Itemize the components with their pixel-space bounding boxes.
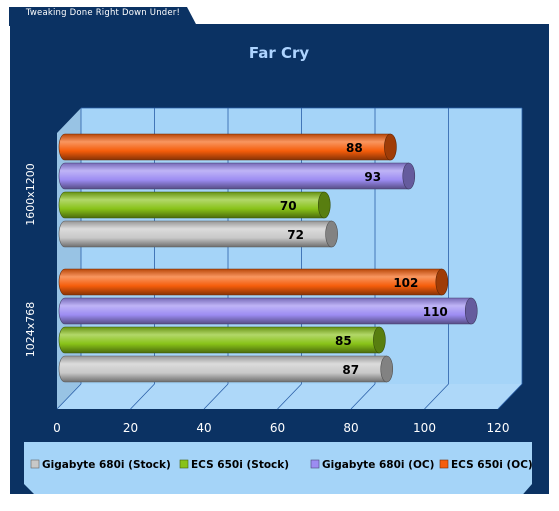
x-tick-label: 20 <box>123 421 138 435</box>
bar-ecs-650i-oc--1600x1200 <box>58 133 391 161</box>
floor-grid-line <box>277 383 302 410</box>
bar-end-cap <box>373 326 386 354</box>
legend-label: ECS 650i (OC) <box>451 459 533 471</box>
site-tagline-tab: Tweaking Done Right Down Under! <box>9 4 197 26</box>
data-label: 93 <box>364 170 381 184</box>
legend-swatch <box>30 459 40 469</box>
site-tagline: Tweaking Done Right Down Under! <box>25 8 181 18</box>
floor-grid-line <box>56 383 82 410</box>
data-label: 88 <box>346 141 363 155</box>
bar-end-cap <box>317 191 331 219</box>
x-tick-label: 80 <box>343 421 358 435</box>
bar-ecs-650i-stock--1600x1200 <box>58 191 325 219</box>
bar-end-cap <box>435 268 449 296</box>
data-label: 110 <box>423 305 448 319</box>
tab-shape <box>9 7 197 26</box>
category-label: 1600x1200 <box>24 163 37 226</box>
floor-grid-line <box>424 383 449 410</box>
floor-grid-line <box>497 383 523 410</box>
bar-end-cap <box>380 355 394 383</box>
floor-grid-line <box>350 383 376 410</box>
bar-end-cap <box>384 133 397 161</box>
x-tick-label: 40 <box>196 421 211 435</box>
floor-grid-line <box>130 383 155 410</box>
bar-gigabyte-680i-stock--1024x768 <box>58 355 388 383</box>
data-label: 85 <box>335 334 352 348</box>
data-label: 70 <box>280 199 297 213</box>
chart-title: Far Cry <box>249 44 310 62</box>
x-tick-label: 60 <box>270 421 285 435</box>
bar-ecs-650i-oc--1024x768 <box>58 268 443 296</box>
bar-end-cap <box>402 162 416 190</box>
data-label: 102 <box>393 276 418 290</box>
bar-end-cap <box>325 220 338 248</box>
data-label: 87 <box>342 363 359 377</box>
bar-gigabyte-680i-oc--1600x1200 <box>58 162 410 190</box>
bar-ecs-650i-stock--1024x768 <box>58 326 380 354</box>
legend-label: Gigabyte 680i (Stock) <box>42 459 171 471</box>
legend-swatch <box>310 459 320 469</box>
far-cry-chart: Far Cry 0 20 40 60 80 100 120 1600x1200 88 93 70 72 1… <box>24 44 533 494</box>
data-label: 72 <box>287 228 304 242</box>
legend-label: Gigabyte 680i (OC) <box>322 459 434 471</box>
legend-box <box>24 442 532 494</box>
floor-grid-line <box>203 383 229 410</box>
legend-label: ECS 650i (Stock) <box>191 459 289 471</box>
x-tick-label: 120 <box>487 421 510 435</box>
chart-panel: Far Cry 0 20 40 60 80 100 120 1600x1200 88 93 70 72 1… <box>10 24 549 494</box>
x-tick-label: 100 <box>413 421 436 435</box>
bar-gigabyte-680i-stock--1600x1200 <box>58 220 332 248</box>
category-label: 1024x768 <box>24 302 37 358</box>
x-tick-label: 0 <box>53 421 61 435</box>
bar-gigabyte-680i-oc--1024x768 <box>58 297 472 325</box>
bar-end-cap <box>464 297 478 325</box>
legend-swatch <box>179 459 189 469</box>
legend-swatch <box>439 459 449 469</box>
